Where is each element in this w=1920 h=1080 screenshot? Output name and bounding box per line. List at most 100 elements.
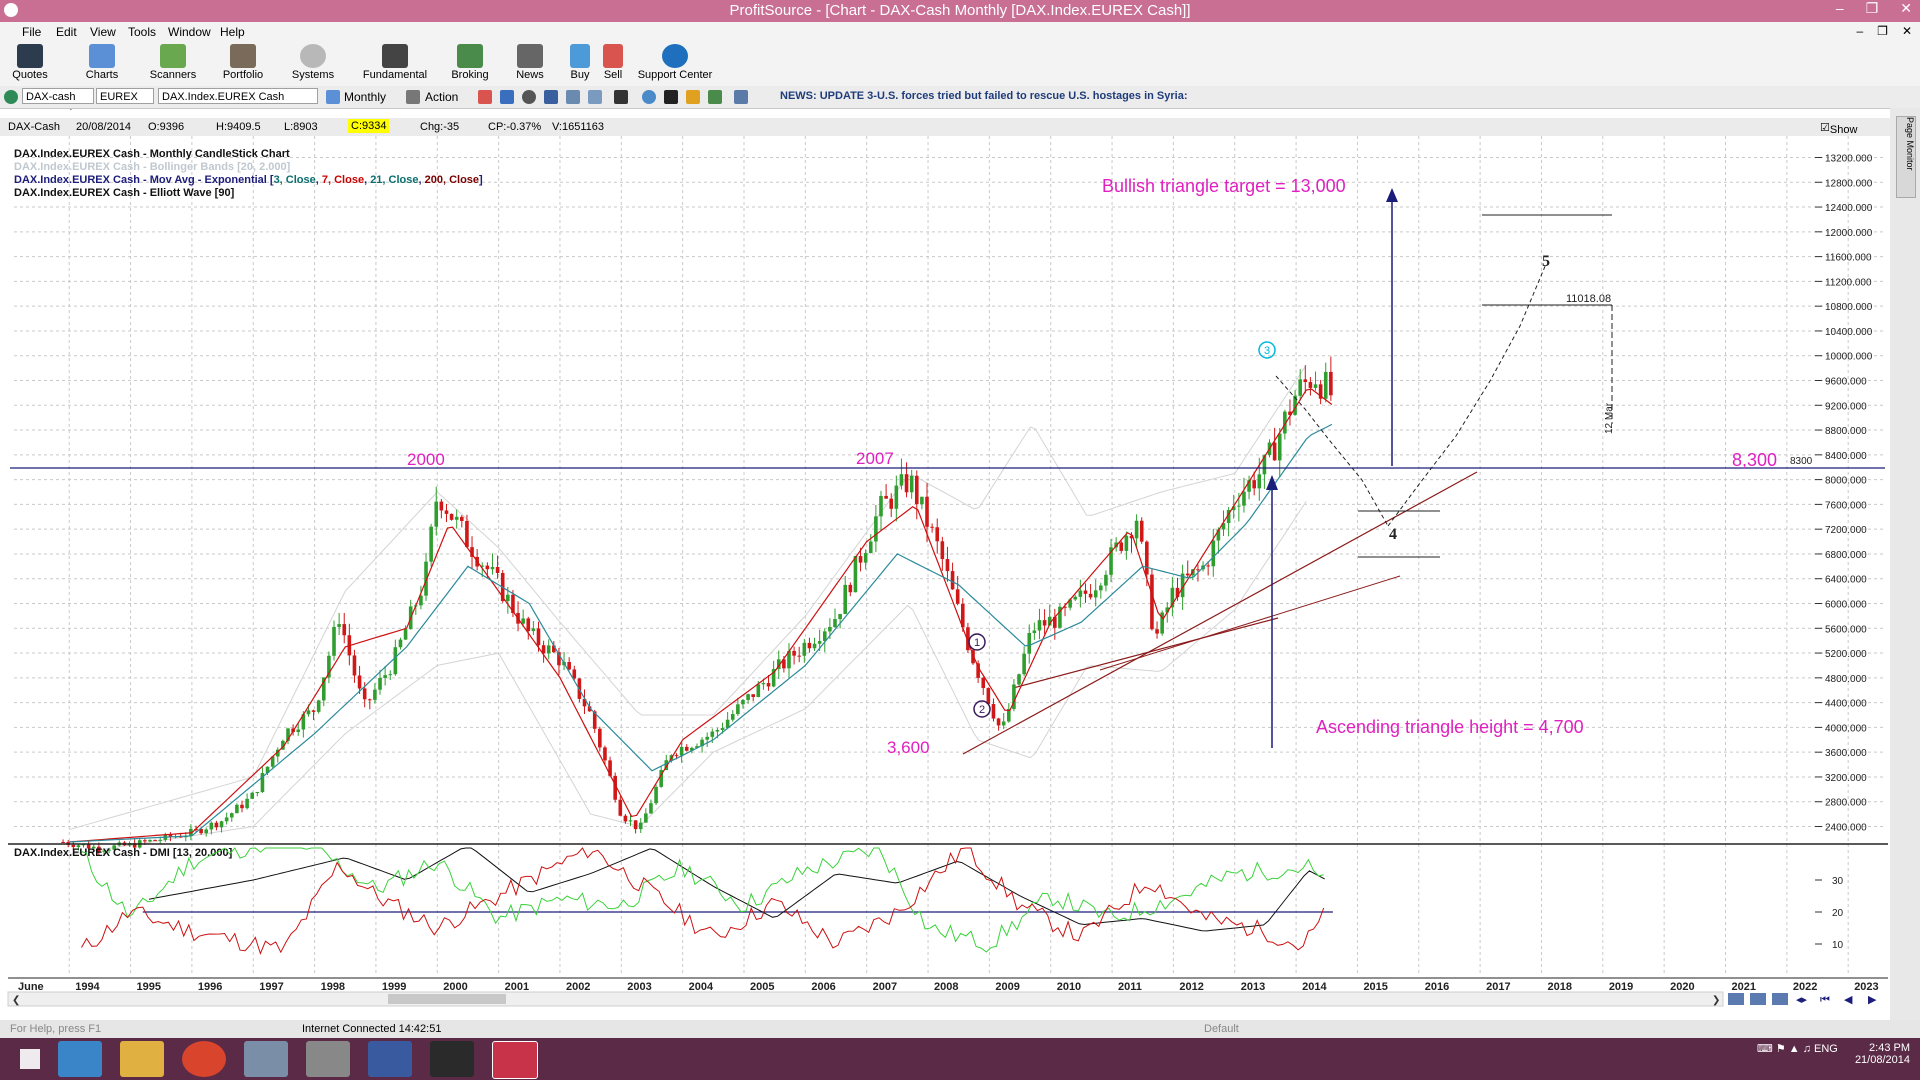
horizontal-scroll-thumb[interactable] xyxy=(388,994,506,1004)
target-arrow-head-icon xyxy=(1386,188,1398,202)
time-tick-label: 2017 xyxy=(1486,981,1510,993)
candle-body xyxy=(582,698,587,707)
action-menu[interactable]: Action xyxy=(425,90,459,104)
zoom-out-icon[interactable] xyxy=(1750,993,1766,1005)
calculator-icon[interactable] xyxy=(244,1041,288,1077)
page-monitor-tab[interactable]: Page Monitor xyxy=(1896,116,1916,198)
broking-button[interactable]: Broking xyxy=(450,44,490,81)
price-chart[interactable]: 11018.08 12 Mar Bullish triangle target … xyxy=(0,136,1890,1020)
time-tick-label: 2009 xyxy=(995,981,1019,993)
candle-body xyxy=(1017,674,1021,685)
signal-icon[interactable] xyxy=(708,90,722,104)
tools-icon[interactable] xyxy=(614,90,628,104)
candle-body xyxy=(209,822,214,830)
price-tick-label: 10000.000 xyxy=(1825,352,1873,363)
scroll-left-icon[interactable]: ❮ xyxy=(12,995,20,1006)
horizontal-scrollbar[interactable] xyxy=(7,991,1724,1007)
chrome-icon[interactable] xyxy=(182,1041,226,1077)
help-icon xyxy=(662,44,688,68)
candle-body xyxy=(465,520,469,548)
menu-window[interactable]: Window xyxy=(168,25,211,39)
start-button[interactable] xyxy=(6,1041,50,1077)
price-tick-label: 8000.000 xyxy=(1825,476,1867,487)
print-icon[interactable] xyxy=(544,90,558,104)
news-button[interactable]: News xyxy=(510,44,550,81)
candle-body xyxy=(736,704,740,715)
candle-body xyxy=(250,792,255,799)
go-icon[interactable] xyxy=(4,90,18,104)
news-ticker[interactable]: NEWS: UPDATE 3-U.S. forces tried but fai… xyxy=(780,90,1188,102)
candle-body xyxy=(746,694,750,700)
indicator-icon[interactable] xyxy=(664,90,678,104)
candle-body xyxy=(613,775,617,800)
goplot-icon[interactable] xyxy=(430,1041,474,1077)
menu-tools[interactable]: Tools xyxy=(128,25,157,39)
arrow-down-icon[interactable] xyxy=(478,90,492,104)
save-icon[interactable] xyxy=(500,90,514,104)
quotes-button[interactable]: Quotes xyxy=(10,44,50,81)
mdi-minimize-icon[interactable]: – xyxy=(1856,24,1864,38)
menu-view[interactable]: View xyxy=(90,25,116,39)
first-page-icon[interactable]: ⏮ xyxy=(1820,994,1830,1006)
zoom-icon[interactable] xyxy=(566,90,580,104)
security-field[interactable]: DAX.Index.EUREX Cash xyxy=(158,88,318,104)
minimize-icon[interactable]: – xyxy=(1835,0,1844,16)
candle-body xyxy=(889,498,894,509)
clock-date[interactable]: 21/08/2014 xyxy=(1854,1054,1910,1066)
close-icon[interactable]: ✕ xyxy=(1900,0,1912,16)
prev-page-icon[interactable]: ◀ xyxy=(1844,994,1853,1006)
sell-button[interactable]: Sell xyxy=(601,44,625,81)
price-tick-label: 2400.000 xyxy=(1825,823,1867,834)
clock-time[interactable]: 2:43 PM xyxy=(1869,1042,1910,1054)
menu-file[interactable]: File xyxy=(22,25,42,39)
fit-icon[interactable] xyxy=(1772,993,1788,1005)
scanners-button[interactable]: Scanners xyxy=(148,44,198,81)
fundamental-button[interactable]: Fundamental xyxy=(360,44,430,81)
crosshair-icon[interactable] xyxy=(522,90,536,104)
internet-explorer-icon[interactable] xyxy=(58,1041,102,1077)
flag-icon[interactable]: ⚑ xyxy=(1775,1043,1786,1055)
price-tick-label: 6400.000 xyxy=(1825,575,1867,586)
scroll-right-icon[interactable]: ❯ xyxy=(1712,995,1720,1006)
file-explorer-icon[interactable] xyxy=(120,1041,164,1077)
language-indicator[interactable]: ENG xyxy=(1814,1043,1838,1055)
symbol-input[interactable]: DAX-cash xyxy=(22,88,94,104)
mdi-close-icon[interactable]: ✕ xyxy=(1901,24,1912,38)
time-tick-label: June xyxy=(18,981,44,993)
candle-body xyxy=(1323,371,1328,399)
buy-button[interactable]: Buy xyxy=(568,44,592,81)
news-flag-icon[interactable] xyxy=(734,90,748,104)
next-page-icon[interactable]: ▶ xyxy=(1868,994,1877,1006)
exchange-select[interactable]: EUREX xyxy=(96,88,154,104)
candle-body xyxy=(224,817,229,822)
keyboard-icon[interactable]: ⌨ xyxy=(1756,1043,1773,1055)
period-select[interactable]: Monthly xyxy=(344,90,387,104)
price-tick-label: 11200.000 xyxy=(1825,277,1872,288)
menu-help[interactable]: Help xyxy=(220,25,245,39)
menu-edit[interactable]: Edit xyxy=(56,25,77,39)
page-monitor-panel[interactable]: Page Monitor xyxy=(1890,108,1920,1048)
support-center-button[interactable]: Support Center xyxy=(636,44,714,81)
media-icon[interactable] xyxy=(306,1041,350,1077)
volume-icon[interactable]: ♫ xyxy=(1802,1043,1811,1055)
paint-icon[interactable] xyxy=(368,1041,412,1077)
star-icon[interactable] xyxy=(686,90,700,104)
scroll-both-icon[interactable]: ◂▸ xyxy=(1796,994,1808,1006)
restore-icon[interactable]: ❐ xyxy=(1865,0,1879,16)
candle-body xyxy=(966,627,970,651)
price-tick-label: 13200.000 xyxy=(1825,153,1873,164)
show-last-checkbox[interactable]: ☑ Show Last xyxy=(1820,121,1857,148)
candle-body xyxy=(1252,480,1256,489)
zoom-in-icon[interactable] xyxy=(1728,993,1744,1005)
mdi-restore-icon[interactable]: ❐ xyxy=(1877,24,1888,38)
candle-body xyxy=(725,719,730,728)
grid-icon[interactable] xyxy=(588,90,602,104)
systems-button[interactable]: Systems xyxy=(288,44,338,81)
candle-body xyxy=(1242,491,1246,506)
charts-button[interactable]: Charts xyxy=(82,44,122,81)
portfolio-button[interactable]: Portfolio xyxy=(218,44,268,81)
profitsource-taskbar-icon[interactable] xyxy=(492,1041,538,1079)
bulb-icon[interactable] xyxy=(642,90,656,104)
network-icon[interactable]: ▲ xyxy=(1788,1043,1800,1055)
portfolio-icon xyxy=(230,44,256,68)
